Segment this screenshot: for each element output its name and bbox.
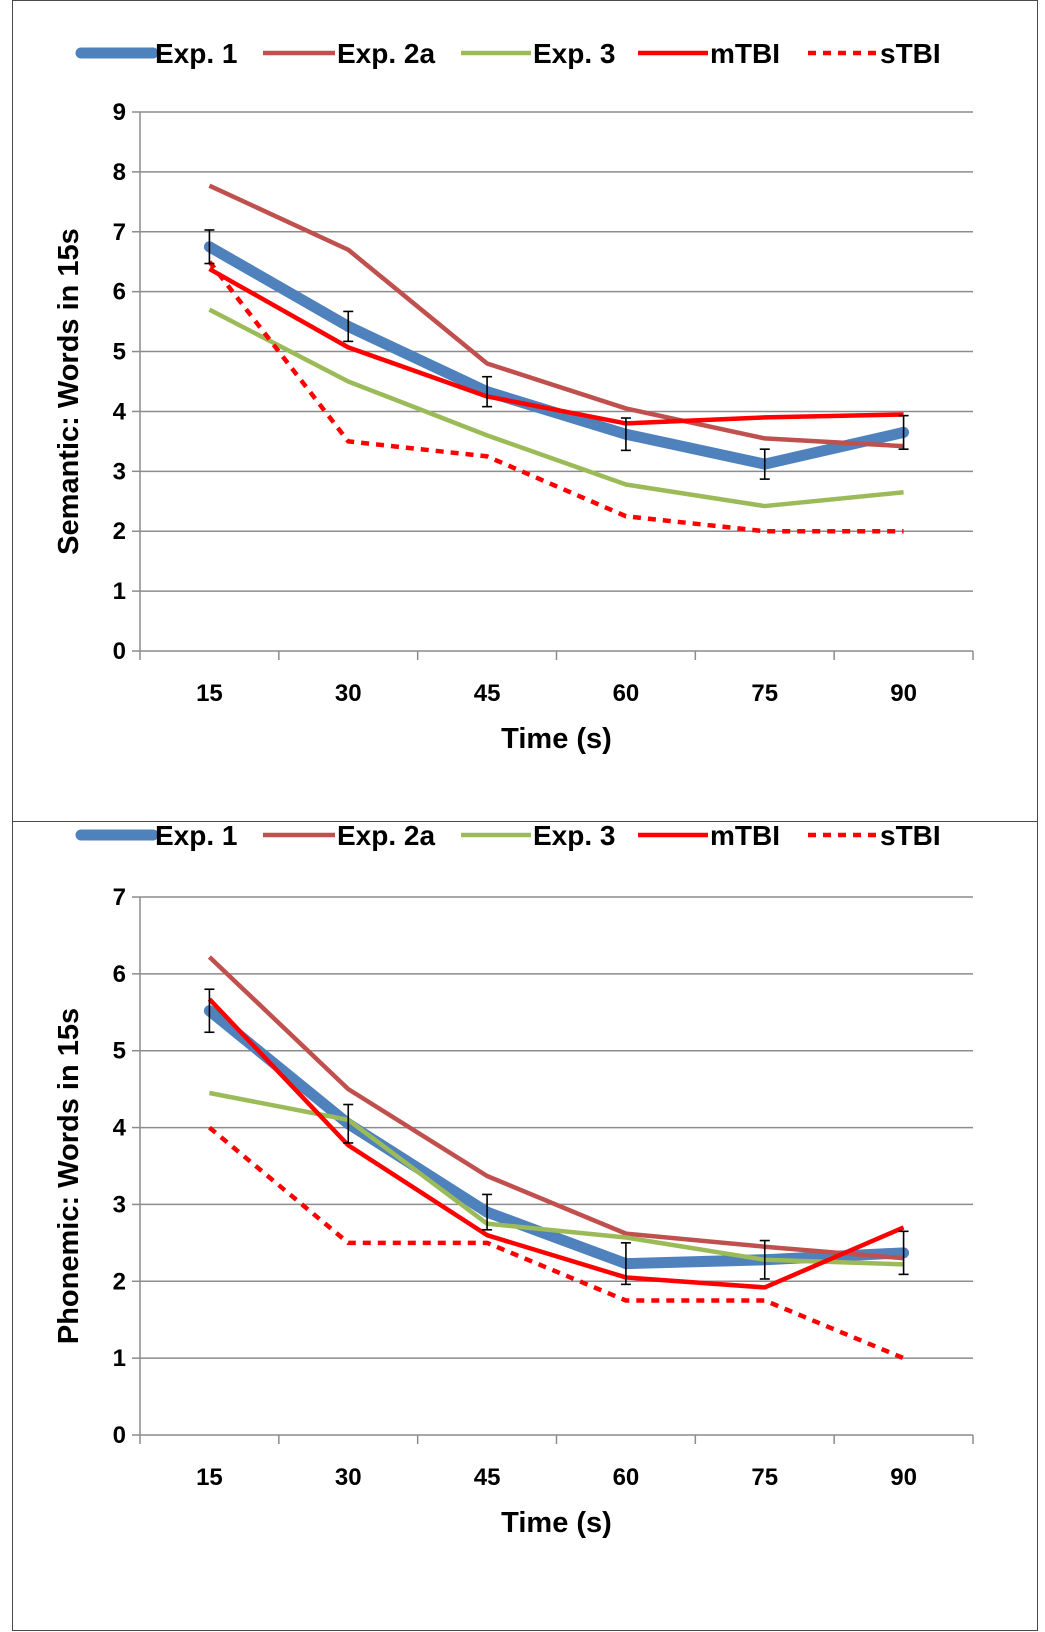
series-line-exp-1 <box>206 241 905 470</box>
legend-label: mTBI <box>710 822 780 851</box>
x-tick-label: 30 <box>335 1464 362 1491</box>
phonemic-chart-panel: 0 1 2 3 4 5 6 7 15 30 45 60 75 90 Time (s) Phonemic: Wo… <box>12 821 1038 1631</box>
legend-label: sTBI <box>880 38 941 69</box>
y-tick-label: 2 <box>113 518 126 545</box>
y-tick-label: 9 <box>113 99 126 126</box>
legend-label: sTBI <box>880 822 941 851</box>
y-tick-label: 3 <box>113 1191 126 1218</box>
x-tick-label: 45 <box>474 680 501 707</box>
y-tick-label: 8 <box>113 159 126 186</box>
x-tick-label: 60 <box>613 1464 640 1491</box>
y-axis-title: Phonemic: Words in 15s <box>53 1008 85 1344</box>
y-tick-label: 0 <box>113 638 126 665</box>
legend-label: Exp. 3 <box>533 822 615 851</box>
legend-label: Exp. 2a <box>337 822 435 851</box>
x-tick-label: 75 <box>751 1464 778 1491</box>
y-tick-label: 0 <box>113 1422 126 1449</box>
y-tick-label: 6 <box>113 279 126 306</box>
legend-label: mTBI <box>710 38 780 69</box>
series-line-stbi <box>207 1125 905 1361</box>
series-line-exp-3 <box>208 1090 904 1267</box>
y-tick-label: 4 <box>113 1115 127 1142</box>
legend-label: Exp. 2a <box>337 38 435 69</box>
y-tick-label: 6 <box>113 961 126 988</box>
x-tick-label: 15 <box>196 1464 223 1491</box>
series-line-exp-1 <box>205 1006 904 1270</box>
y-tick-label: 1 <box>113 1345 126 1372</box>
series-line-exp-2a <box>207 955 904 1261</box>
y-tick-label: 2 <box>113 1268 126 1295</box>
y-tick-label: 3 <box>113 458 126 485</box>
y-tick-label: 7 <box>113 884 126 911</box>
series-line-exp-2a <box>208 183 904 449</box>
legend-label: Exp. 1 <box>155 38 237 69</box>
x-tick-label: 15 <box>196 680 223 707</box>
x-tick-label: 90 <box>890 680 917 707</box>
y-tick-label: 1 <box>113 578 126 605</box>
x-axis-title: Time (s) <box>501 723 612 755</box>
y-tick-label: 5 <box>113 1038 126 1065</box>
x-tick-label: 45 <box>474 1464 501 1491</box>
series-line-mtbi <box>208 266 904 426</box>
y-axis-title: Semantic: Words in 15s <box>53 228 85 555</box>
legend-label: Exp. 1 <box>155 822 237 851</box>
y-tick-label: 7 <box>113 219 126 246</box>
x-tick-label: 30 <box>335 680 362 707</box>
series-line-mtbi <box>207 997 905 1290</box>
y-tick-label: 4 <box>113 398 127 425</box>
series-line-stbi <box>207 260 904 534</box>
x-axis-title: Time (s) <box>501 1507 612 1539</box>
x-tick-label: 90 <box>890 1464 917 1491</box>
semantic-chart-panel: 0 1 2 3 4 5 6 7 8 9 15 30 45 60 75 90 Time (s) Semantic: … <box>12 0 1038 822</box>
legend-label: Exp. 3 <box>533 38 615 69</box>
x-tick-label: 60 <box>613 680 640 707</box>
x-tick-label: 75 <box>751 680 778 707</box>
y-tick-label: 5 <box>113 339 126 366</box>
series-line-exp-3 <box>208 307 904 509</box>
